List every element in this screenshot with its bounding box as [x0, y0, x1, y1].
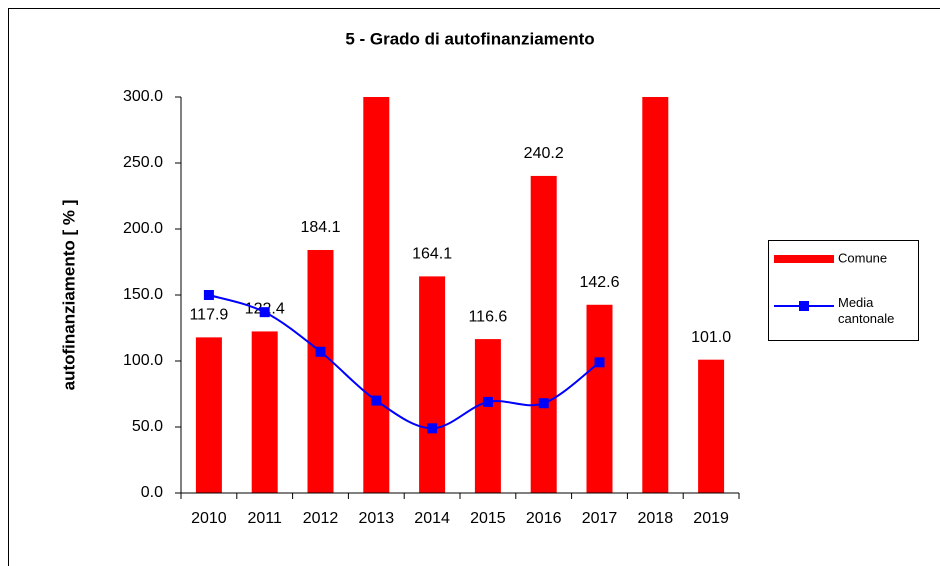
data-label: 117.9	[189, 307, 228, 324]
x-tick-label: 2012	[303, 510, 339, 527]
legend-marker	[799, 301, 809, 311]
x-tick-label: 2010	[191, 510, 227, 527]
bar	[474, 339, 501, 493]
x-tick-label: 2011	[247, 510, 282, 527]
marker	[203, 290, 214, 300]
x-tick-label: 2016	[526, 510, 562, 527]
data-label: 240.2	[524, 145, 564, 162]
y-tick-label: 250.0	[123, 154, 163, 171]
bar	[530, 175, 557, 493]
x-tick-label: 2019	[693, 510, 729, 527]
chart-frame	[8, 8, 940, 566]
marker	[315, 346, 326, 357]
y-axis-title: autofinanziamento [ % ]	[59, 200, 78, 391]
y-tick-label: 150.0	[123, 286, 163, 303]
x-tick-label: 2013	[359, 510, 395, 527]
marker	[538, 398, 549, 409]
chart-title: 5 - Grado di autofinanziamento	[345, 29, 594, 48]
y-tick-label: 0.0	[141, 484, 163, 501]
data-label: 116.6	[468, 308, 507, 325]
bar	[642, 97, 669, 493]
x-tick-label: 2018	[638, 510, 674, 527]
marker	[482, 396, 493, 407]
y-tick-label: 50.0	[132, 418, 163, 435]
legend-label: Media cantonale	[838, 295, 894, 326]
x-tick-label: 2014	[414, 510, 450, 527]
bar	[307, 249, 334, 493]
marker	[371, 395, 382, 406]
bar	[195, 337, 222, 493]
y-tick-label: 200.0	[123, 220, 163, 237]
marker	[427, 423, 438, 434]
bar	[698, 359, 725, 493]
bar	[251, 331, 278, 493]
data-label: 101.0	[691, 329, 731, 346]
data-label: 184.1	[300, 219, 340, 236]
marker	[594, 357, 605, 368]
data-label: 164.1	[412, 246, 452, 263]
y-tick-label: 300.0	[123, 88, 163, 105]
x-tick-label: 2015	[470, 510, 506, 527]
bar	[586, 304, 613, 493]
y-tick-label: 100.0	[123, 352, 163, 369]
x-tick-label: 2017	[582, 510, 618, 527]
marker	[259, 307, 270, 318]
legend-label: Comune	[838, 250, 887, 265]
data-label: 142.6	[579, 274, 619, 291]
bar	[419, 276, 446, 493]
bar	[363, 97, 390, 493]
legend-swatch	[774, 255, 834, 263]
